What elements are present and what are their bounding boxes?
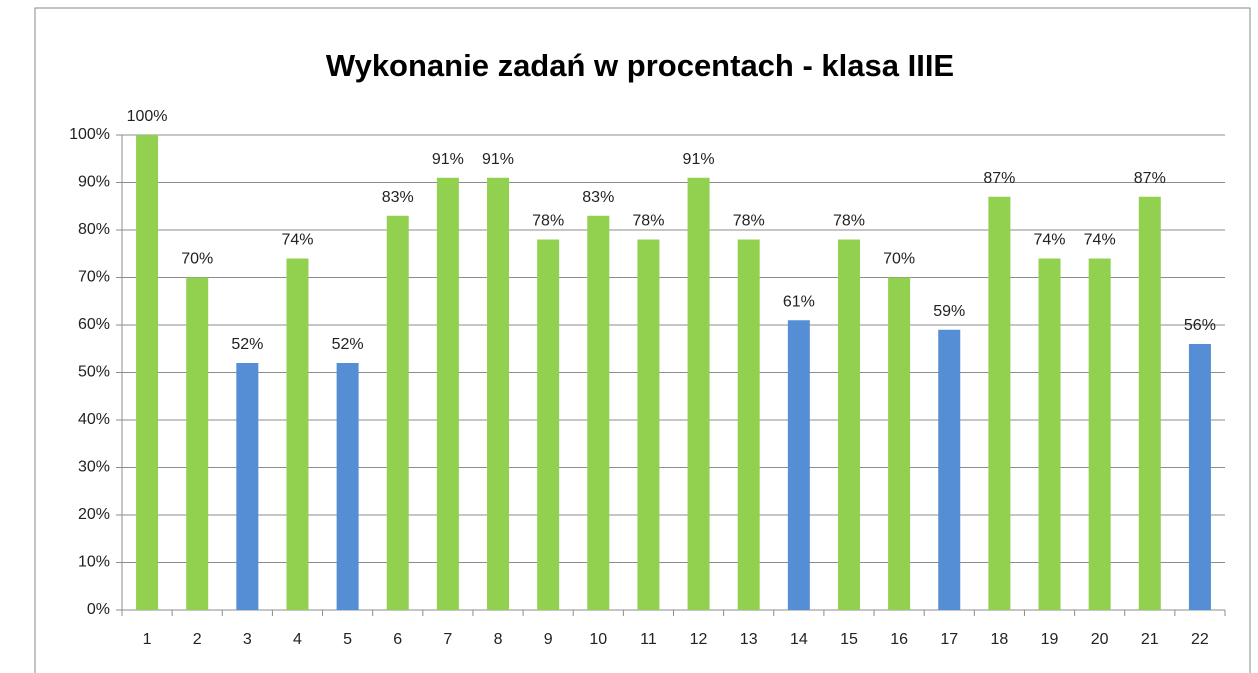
bar [236,363,259,610]
bar [286,258,309,610]
bar [336,363,359,610]
y-tick-label: 70% [78,269,110,286]
bar [386,215,409,610]
data-label: 78% [833,213,865,230]
data-label: 59% [933,303,965,320]
x-tick-label: 11 [640,631,657,648]
data-label: 52% [231,336,263,353]
x-tick-label: 9 [544,631,553,648]
bar [687,177,710,610]
y-tick-label: 60% [78,316,110,333]
bar [186,277,209,610]
bar [587,215,610,610]
x-tick-label: 7 [443,631,452,648]
data-label: 61% [783,293,815,310]
data-label: 87% [983,170,1015,187]
chart-frame [34,7,1251,673]
data-label: 78% [632,213,664,230]
x-tick-label: 18 [990,631,1008,648]
data-label: 74% [1034,232,1066,249]
y-tick-label: 30% [78,459,110,476]
x-tick-label: 3 [243,631,252,648]
data-label: 70% [181,251,213,268]
x-tick-label: 5 [343,631,352,648]
data-label: 56% [1184,317,1216,334]
bar [136,135,159,610]
y-tick-label: 100% [69,126,110,143]
bar [988,196,1011,610]
data-label: 78% [733,213,765,230]
y-tick-label: 10% [78,554,110,571]
y-tick-label: 90% [78,174,110,191]
bar [537,239,560,610]
data-label: 100% [127,108,168,125]
x-tick-label: 17 [940,631,958,648]
x-tick-label: 1 [143,631,152,648]
data-label: 70% [883,251,915,268]
y-tick-label: 80% [78,221,110,238]
data-label: 91% [683,151,715,168]
data-label: 91% [482,151,514,168]
x-tick-label: 15 [840,631,858,648]
y-tick-label: 0% [87,601,110,618]
x-tick-label: 12 [690,631,708,648]
bar [436,177,459,610]
bar [1188,344,1211,610]
data-label: 83% [382,189,414,206]
x-tick-label: 4 [293,631,302,648]
data-label: 87% [1134,170,1166,187]
bar [1138,196,1161,610]
bar [837,239,860,610]
data-label: 83% [582,189,614,206]
x-tick-label: 14 [790,631,808,648]
data-label: 74% [281,232,313,249]
x-tick-label: 13 [740,631,758,648]
x-tick-label: 22 [1191,631,1209,648]
bar [487,177,510,610]
x-tick-label: 21 [1141,631,1159,648]
data-label: 52% [332,336,364,353]
data-label: 91% [432,151,464,168]
y-tick-label: 20% [78,506,110,523]
chart-title: Wykonanie zadań w procentach - klasa III… [326,48,954,83]
bar [637,239,660,610]
x-tick-label: 2 [193,631,202,648]
x-tick-label: 19 [1041,631,1059,648]
x-tick-label: 10 [589,631,607,648]
data-label: 78% [532,213,564,230]
data-label: 74% [1084,232,1116,249]
y-tick-label: 40% [78,411,110,428]
x-tick-label: 6 [393,631,402,648]
bar [737,239,760,610]
bar [1088,258,1111,610]
x-tick-label: 20 [1091,631,1109,648]
x-tick-label: 16 [890,631,908,648]
bar [938,329,961,610]
bar [888,277,911,610]
x-tick-label: 8 [494,631,503,648]
bar [787,320,810,610]
bar [1038,258,1061,610]
y-tick-label: 50% [78,364,110,381]
